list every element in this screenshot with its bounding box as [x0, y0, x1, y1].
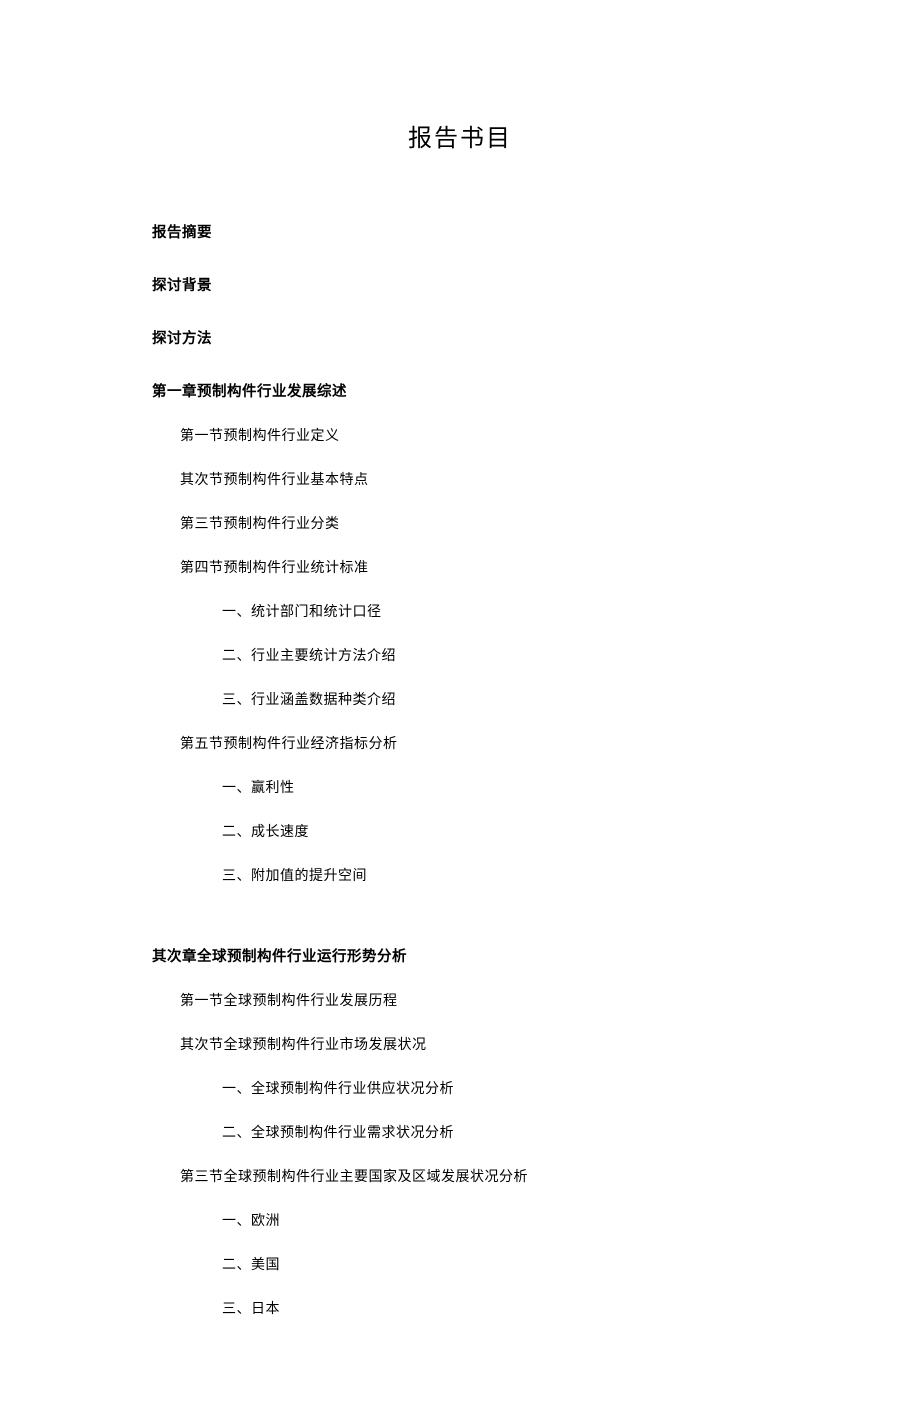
preface-background: 探讨背景 [152, 274, 768, 295]
chapter2-section2-item2: 二、全球预制构件行业需求状况分析 [222, 1122, 768, 1142]
chapter2-section3-item3: 三、日本 [222, 1298, 768, 1318]
chapter1-title: 第一章预制构件行业发展综述 [152, 380, 768, 401]
chapter2-section2-item1: 一、全球预制构件行业供应状况分析 [222, 1078, 768, 1098]
chapter2-section1: 第一节全球预制构件行业发展历程 [180, 990, 768, 1010]
chapter2-title: 其次章全球预制构件行业运行形势分析 [152, 945, 768, 966]
chapter1-section5: 第五节预制构件行业经济指标分析 [180, 733, 768, 753]
chapter1-section4-item2: 二、行业主要统计方法介绍 [222, 645, 768, 665]
chapter2-section2: 其次节全球预制构件行业市场发展状况 [180, 1034, 768, 1054]
chapter1-section4-item3: 三、行业涵盖数据种类介绍 [222, 689, 768, 709]
preface-summary: 报告摘要 [152, 221, 768, 242]
chapter1-section2: 其次节预制构件行业基本特点 [180, 469, 768, 489]
chapter1-section5-item2: 二、成长速度 [222, 821, 768, 841]
section-gap [152, 909, 768, 945]
chapter1-section4-item1: 一、统计部门和统计口径 [222, 601, 768, 621]
preface-method: 探讨方法 [152, 327, 768, 348]
chapter2-section3-item1: 一、欧洲 [222, 1210, 768, 1230]
document-title: 报告书目 [152, 118, 768, 153]
chapter2-section3-item2: 二、美国 [222, 1254, 768, 1274]
document-page: 报告书目 报告摘要 探讨背景 探讨方法 第一章预制构件行业发展综述 第一节预制构… [0, 0, 920, 1422]
chapter1-section4: 第四节预制构件行业统计标准 [180, 557, 768, 577]
chapter1-section1: 第一节预制构件行业定义 [180, 425, 768, 445]
chapter1-section5-item3: 三、附加值的提升空间 [222, 865, 768, 885]
chapter2-section3: 第三节全球预制构件行业主要国家及区域发展状况分析 [180, 1166, 768, 1186]
chapter1-section5-item1: 一、赢利性 [222, 777, 768, 797]
chapter1-section3: 第三节预制构件行业分类 [180, 513, 768, 533]
